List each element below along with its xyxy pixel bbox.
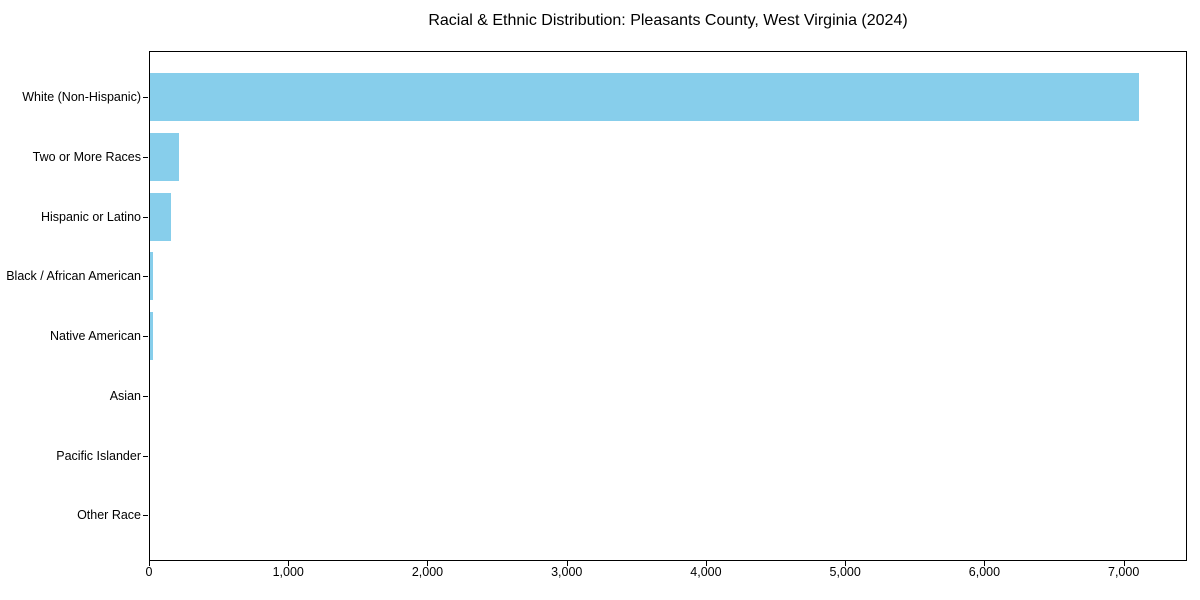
x-tick-label: 4,000 [690, 565, 722, 579]
chart-title: Racial & Ethnic Distribution: Pleasants … [428, 12, 908, 29]
y-tick-label: Two or More Races [32, 150, 141, 164]
x-tick-label: 3,000 [551, 565, 583, 579]
y-tick-mark [143, 157, 148, 158]
y-tick-mark [143, 336, 148, 338]
x-tick-mark [149, 561, 150, 566]
bar-black-african-american [150, 252, 154, 301]
y-tick-mark [143, 216, 148, 218]
y-tick-label: White (Non-Hispanic) [22, 90, 141, 105]
x-tick-mark [984, 561, 986, 566]
y-tick-label: Asian [109, 388, 141, 403]
x-tick-label: 2,000 [411, 565, 444, 579]
x-tick-label: 5,000 [829, 565, 861, 579]
y-tick-label: Native American [49, 329, 141, 344]
x-tick-mark [288, 561, 290, 566]
x-tick-mark [566, 561, 568, 566]
y-tick-label: Hispanic or Latino [40, 209, 141, 224]
y-tick-mark [143, 276, 148, 278]
y-tick-label: Pacific Islander [56, 448, 141, 463]
x-tick-label: 0 [145, 565, 153, 579]
bar-hispanic-or-latino [150, 192, 171, 241]
x-tick-label: 6,000 [968, 565, 1001, 579]
x-tick-mark [845, 561, 847, 566]
y-tick-mark [143, 515, 148, 517]
y-tick-mark [143, 455, 148, 457]
bar-two-or-more-races [150, 133, 180, 181]
x-tick-mark [705, 561, 707, 566]
x-tick-mark [427, 561, 429, 566]
x-tick-label: 1,000 [272, 565, 304, 579]
y-tick-label: Black / African American [6, 269, 141, 284]
x-tick-label: 7,000 [1108, 565, 1140, 579]
bar-white-non-hispanic [150, 73, 1139, 122]
bar-native-american [150, 312, 153, 361]
y-tick-label: Other Race [77, 508, 141, 523]
plot-area [149, 51, 1187, 561]
y-tick-mark [143, 395, 148, 397]
x-tick-mark [1123, 561, 1125, 566]
y-tick-mark [143, 97, 148, 99]
